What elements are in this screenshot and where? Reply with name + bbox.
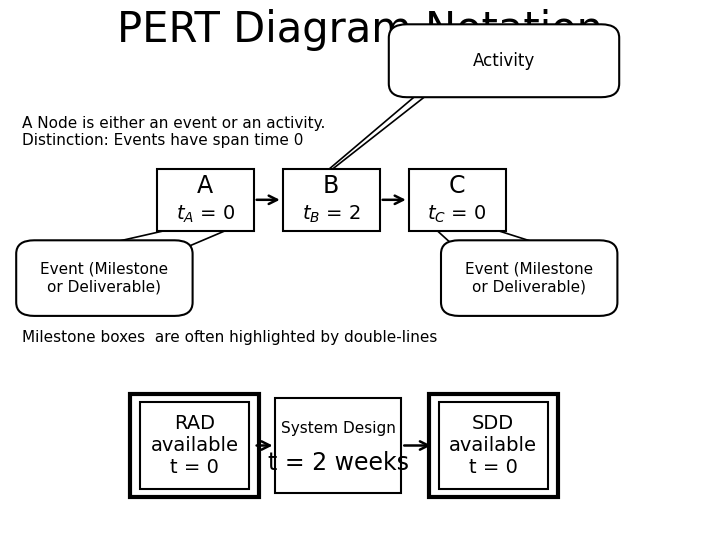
Text: System Design: System Design <box>281 421 396 436</box>
Text: Event (Milestone
or Deliverable): Event (Milestone or Deliverable) <box>40 262 168 294</box>
Bar <box>156 168 253 231</box>
FancyBboxPatch shape <box>441 240 618 316</box>
Text: Event (Milestone
or Deliverable): Event (Milestone or Deliverable) <box>465 262 593 294</box>
FancyBboxPatch shape <box>16 240 192 316</box>
Bar <box>130 394 259 497</box>
Bar <box>140 402 249 489</box>
Bar <box>429 394 558 497</box>
Text: A: A <box>197 173 213 198</box>
Bar <box>275 399 401 492</box>
Bar <box>439 402 548 489</box>
Text: $t_{C}$ = 0: $t_{C}$ = 0 <box>428 204 487 225</box>
Bar <box>283 168 380 231</box>
Text: Milestone boxes  are often highlighted by double-lines: Milestone boxes are often highlighted by… <box>22 330 437 345</box>
Text: PERT Diagram Notation: PERT Diagram Notation <box>117 9 603 51</box>
Text: $t_{B}$ = 2: $t_{B}$ = 2 <box>302 204 361 225</box>
FancyBboxPatch shape <box>389 24 619 97</box>
Text: A Node is either an event or an activity.
Distinction: Events have span time 0: A Node is either an event or an activity… <box>22 116 325 148</box>
Text: RAD
available
t = 0: RAD available t = 0 <box>150 414 238 477</box>
Text: Activity: Activity <box>473 52 535 70</box>
Text: t = 2 weeks: t = 2 weeks <box>268 450 409 475</box>
Text: $t_{A}$ = 0: $t_{A}$ = 0 <box>176 204 235 225</box>
Bar <box>409 168 505 231</box>
Text: B: B <box>323 173 339 198</box>
Text: C: C <box>449 173 465 198</box>
Text: SDD
available
t = 0: SDD available t = 0 <box>449 414 537 477</box>
